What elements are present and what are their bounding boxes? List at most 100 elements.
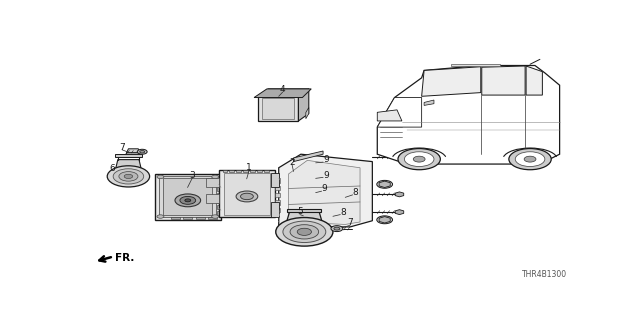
Circle shape xyxy=(212,215,219,218)
Circle shape xyxy=(124,174,132,179)
Polygon shape xyxy=(526,66,542,95)
Polygon shape xyxy=(379,217,390,223)
Bar xyxy=(275,193,280,197)
Circle shape xyxy=(404,152,434,166)
Circle shape xyxy=(157,175,164,179)
Text: 3: 3 xyxy=(189,171,195,180)
Polygon shape xyxy=(271,202,279,217)
Circle shape xyxy=(377,216,392,224)
Polygon shape xyxy=(298,227,318,232)
Bar xyxy=(217,204,220,209)
Polygon shape xyxy=(294,151,323,162)
Polygon shape xyxy=(395,210,404,215)
Text: 4: 4 xyxy=(280,85,285,94)
Text: 6: 6 xyxy=(110,164,116,173)
Polygon shape xyxy=(159,176,216,217)
Polygon shape xyxy=(219,170,275,217)
Text: 9: 9 xyxy=(324,156,330,164)
Circle shape xyxy=(413,156,425,162)
Bar xyxy=(217,181,220,185)
Polygon shape xyxy=(113,160,143,178)
Bar xyxy=(287,209,321,212)
Bar xyxy=(208,217,217,219)
Polygon shape xyxy=(279,154,372,227)
Polygon shape xyxy=(395,155,404,160)
Circle shape xyxy=(175,194,200,207)
Text: 8: 8 xyxy=(340,208,346,217)
Text: 8: 8 xyxy=(352,188,358,197)
Circle shape xyxy=(381,218,388,222)
Circle shape xyxy=(180,196,196,204)
Circle shape xyxy=(377,180,392,188)
Bar xyxy=(171,217,180,219)
Text: FR.: FR. xyxy=(115,253,134,263)
Polygon shape xyxy=(378,98,422,127)
Circle shape xyxy=(334,227,340,230)
Circle shape xyxy=(381,182,388,186)
Circle shape xyxy=(297,228,312,236)
Polygon shape xyxy=(258,89,308,96)
Circle shape xyxy=(236,191,258,202)
Polygon shape xyxy=(379,181,390,188)
Text: 2: 2 xyxy=(289,157,295,167)
Bar xyxy=(223,170,227,172)
Polygon shape xyxy=(223,173,270,215)
Polygon shape xyxy=(306,108,308,119)
Polygon shape xyxy=(254,89,311,98)
Polygon shape xyxy=(289,160,360,224)
Bar xyxy=(275,200,280,205)
Polygon shape xyxy=(126,149,141,154)
Bar xyxy=(230,170,234,172)
Circle shape xyxy=(140,150,145,153)
Polygon shape xyxy=(422,67,481,96)
Bar xyxy=(217,199,220,203)
Polygon shape xyxy=(154,174,221,220)
Circle shape xyxy=(212,175,219,179)
Bar xyxy=(115,154,142,157)
Polygon shape xyxy=(424,100,434,105)
Circle shape xyxy=(524,156,536,162)
Bar xyxy=(262,98,294,119)
Polygon shape xyxy=(482,66,525,95)
Bar xyxy=(257,170,262,172)
Polygon shape xyxy=(286,210,323,225)
Circle shape xyxy=(138,149,147,154)
Bar xyxy=(275,208,280,212)
Bar xyxy=(275,178,280,182)
Circle shape xyxy=(276,218,333,246)
Polygon shape xyxy=(206,194,219,204)
Circle shape xyxy=(398,148,440,170)
Polygon shape xyxy=(271,173,279,188)
Circle shape xyxy=(241,193,253,200)
Bar xyxy=(217,193,220,197)
Bar xyxy=(236,170,241,172)
Text: 9: 9 xyxy=(324,171,330,180)
Text: 9: 9 xyxy=(322,184,328,194)
Text: 5: 5 xyxy=(297,207,303,216)
Circle shape xyxy=(113,169,143,184)
Text: THR4B1300: THR4B1300 xyxy=(522,270,567,279)
Polygon shape xyxy=(378,66,559,164)
Polygon shape xyxy=(451,64,500,66)
Text: 7: 7 xyxy=(119,143,125,152)
Text: 7: 7 xyxy=(348,218,353,227)
Bar xyxy=(184,217,193,219)
Bar xyxy=(217,187,220,191)
Circle shape xyxy=(290,225,319,239)
Circle shape xyxy=(509,148,551,170)
Polygon shape xyxy=(298,89,308,121)
Circle shape xyxy=(119,172,138,181)
Circle shape xyxy=(108,166,150,187)
Polygon shape xyxy=(378,110,402,121)
Polygon shape xyxy=(163,178,212,215)
Bar xyxy=(258,96,298,121)
Circle shape xyxy=(331,226,343,232)
Circle shape xyxy=(283,221,326,243)
Bar xyxy=(250,170,255,172)
Bar xyxy=(196,217,205,219)
Circle shape xyxy=(185,199,191,202)
Bar xyxy=(264,170,269,172)
Bar xyxy=(217,211,220,215)
Circle shape xyxy=(157,215,164,218)
Bar xyxy=(243,170,248,172)
